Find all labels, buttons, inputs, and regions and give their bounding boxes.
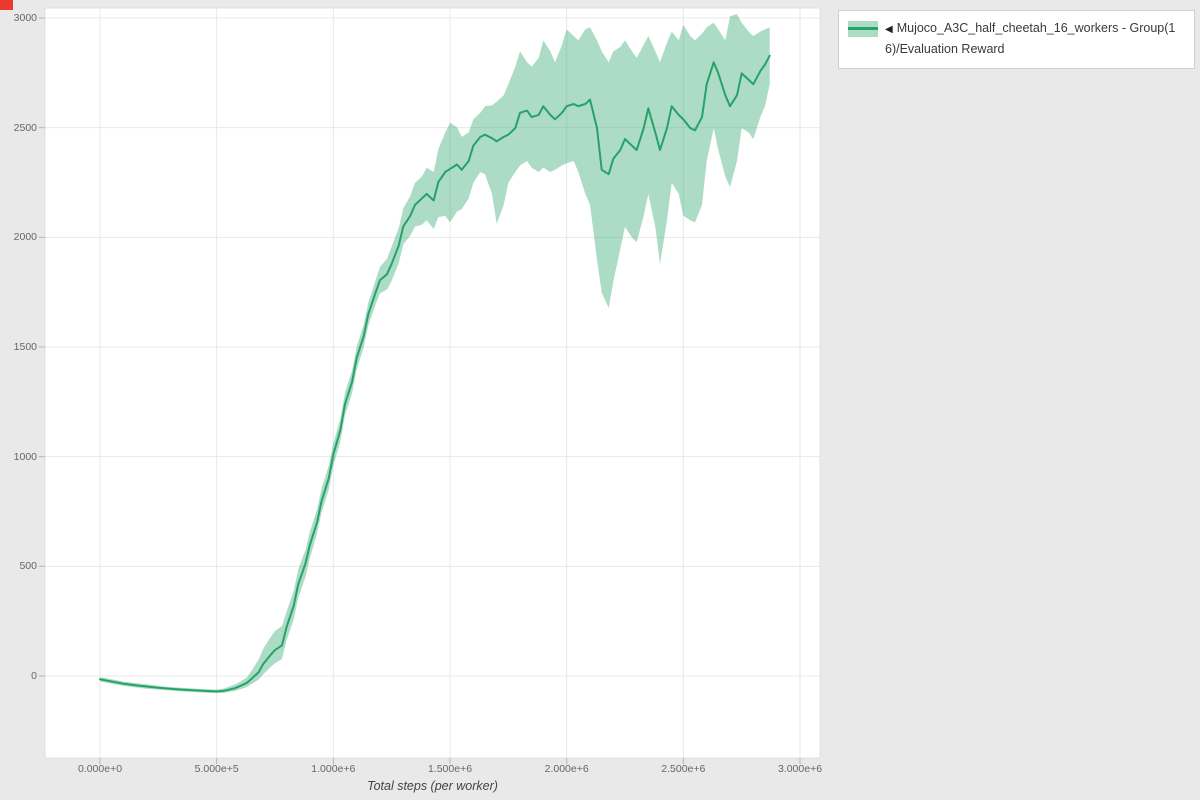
legend-collapse-icon[interactable]: ◀: [885, 24, 893, 35]
legend-entry: ◀ Mujoco_A3C_half_cheetah_16_workers - Gr…: [885, 18, 1185, 61]
y-tick-label: 3000: [13, 12, 37, 24]
x-tick-label: 2.000e+6: [544, 763, 589, 775]
chart-figure: 0.000e+0 5.000e+5 1.000e+6 1.500e+6 2.000e+6…: [0, 0, 832, 800]
x-tick-label: 1.500e+6: [427, 763, 473, 775]
legend-series-label: Mujoco_A3C_half_cheetah_16_workers - Gro…: [885, 21, 1176, 57]
legend-box[interactable]: ◀ Mujoco_A3C_half_cheetah_16_workers - Gr…: [838, 10, 1195, 69]
y-tick-label: 1000: [13, 450, 37, 463]
chart-canvas[interactable]: [0, 0, 832, 800]
legend-swatch-line: [848, 27, 878, 30]
x-tick-label: 3.000e+6: [777, 763, 823, 775]
y-tick-label: 2500: [13, 121, 37, 134]
red-corner-mark: [0, 0, 13, 10]
x-tick-label: 5.000e+5: [194, 763, 239, 775]
x-tick-label: 2.500e+6: [661, 763, 706, 775]
y-tick-label: 0: [31, 670, 37, 682]
x-tick-label: 1.000e+6: [311, 763, 356, 775]
y-tick-label: 500: [19, 560, 37, 573]
y-tick-label: 1500: [13, 341, 37, 353]
x-tick-label: 0.000e+0: [77, 763, 123, 775]
legend-swatch-icon: [848, 21, 878, 37]
x-axis-title: Total steps (per worker): [367, 779, 498, 793]
y-tick-label: 2000: [13, 231, 37, 244]
